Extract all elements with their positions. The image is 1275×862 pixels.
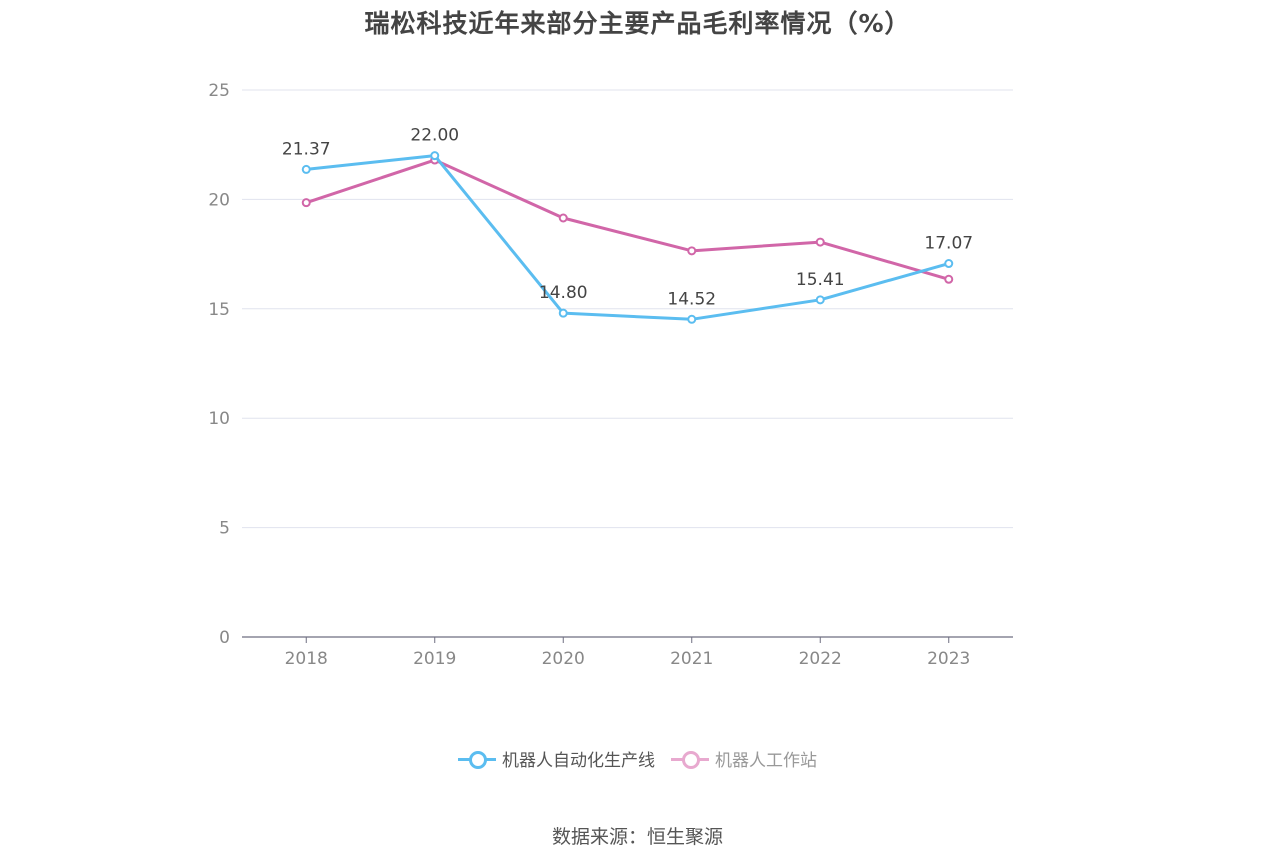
- axes: 0 5 10 15 20 25 2018 2019 2020 2021 2022 2023: [208, 81, 1013, 669]
- data-labels: 21.37 22.00 14.80 14.52 15.41 17.07: [282, 126, 973, 310]
- data-point: [815, 295, 825, 305]
- data-point: [430, 151, 440, 161]
- data-label: 17.07: [924, 234, 973, 254]
- x-tick-label: 2019: [413, 649, 456, 669]
- y-tick-label: 0: [219, 628, 230, 648]
- data-point: [815, 237, 825, 247]
- data-point: [301, 198, 311, 208]
- legend-label: 机器人工作站: [715, 751, 817, 771]
- y-tick-label: 15: [208, 300, 230, 320]
- x-tick-label: 2021: [670, 649, 713, 669]
- data-point: [944, 274, 954, 284]
- legend: 机器人自动化生产线 机器人工作站: [0, 746, 1275, 771]
- y-tick-label: 5: [219, 519, 230, 539]
- data-label: 14.52: [667, 289, 716, 309]
- series-line-1: [306, 154, 950, 321]
- legend-item-series-1[interactable]: 机器人自动化生产线: [458, 746, 655, 771]
- data-label: 15.41: [796, 270, 845, 290]
- data-label: 14.80: [539, 283, 588, 303]
- y-tick-label: 25: [208, 81, 230, 101]
- gridlines: [242, 89, 1013, 529]
- y-tick-label: 10: [208, 409, 230, 429]
- series-lines: [301, 151, 954, 324]
- x-tick-label: 2022: [799, 649, 842, 669]
- data-point: [687, 246, 697, 256]
- chart-title: 瑞松科技近年来部分主要产品毛利率情况（%）: [364, 9, 911, 38]
- data-label: 21.37: [282, 139, 331, 159]
- x-tick-label: 2023: [927, 649, 970, 669]
- legend-line-marker-icon: [671, 747, 709, 771]
- data-label: 22.00: [410, 126, 459, 146]
- legend-item-series-2[interactable]: 机器人工作站: [671, 746, 817, 771]
- source-note: 数据来源：恒生聚源: [551, 826, 723, 848]
- x-tick-label: 2020: [542, 649, 585, 669]
- data-point: [558, 213, 568, 223]
- legend-line-marker-icon: [458, 747, 496, 771]
- x-tick-label: 2018: [285, 649, 328, 669]
- data-point: [687, 314, 697, 324]
- y-tick-label: 20: [208, 190, 230, 210]
- data-point: [301, 164, 311, 174]
- legend-label: 机器人自动化生产线: [502, 751, 655, 771]
- data-point: [944, 259, 954, 269]
- data-point: [558, 308, 568, 318]
- series-line-2: [305, 158, 950, 281]
